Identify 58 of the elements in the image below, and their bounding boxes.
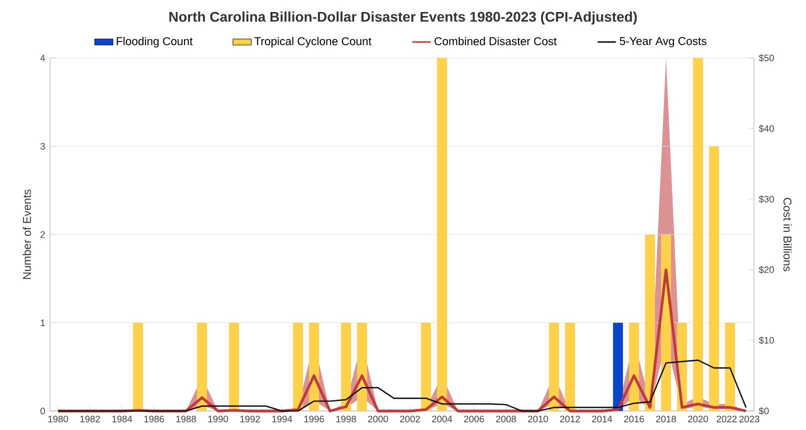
y2-tick-label: $0 xyxy=(758,407,769,415)
x-tick-label: 2020 xyxy=(688,416,708,422)
x-tick-label: 1984 xyxy=(112,416,132,422)
x-tick-label: 2000 xyxy=(368,416,388,422)
bar xyxy=(133,322,143,412)
bar xyxy=(421,322,431,412)
bar xyxy=(725,322,735,412)
x-tick-label: 1996 xyxy=(304,416,324,422)
y-tick-label: 4 xyxy=(40,54,46,62)
bar xyxy=(549,322,559,412)
x-tick-label: 2002 xyxy=(400,416,420,422)
x-tick-label: 2014 xyxy=(592,416,612,422)
bar xyxy=(629,322,639,412)
x-tick-label: 2022 xyxy=(716,416,737,422)
x-tick-label: 1986 xyxy=(144,416,164,422)
y2-tick-label: $20 xyxy=(758,266,774,274)
bar xyxy=(709,146,719,412)
x-tick-label: 1988 xyxy=(176,416,196,422)
x-tick-label: 2004 xyxy=(432,416,452,422)
legend-label: Combined Disaster Cost xyxy=(434,36,557,46)
y2-tick-label: $40 xyxy=(758,124,774,132)
legend-label: 5-Year Avg Costs xyxy=(620,37,706,48)
bar xyxy=(293,322,303,412)
y2-tick-label: $30 xyxy=(758,195,774,203)
bar xyxy=(309,322,319,412)
y2-tick-label: $10 xyxy=(758,336,774,344)
x-tick-label: 2016 xyxy=(624,416,644,422)
bar xyxy=(645,234,655,412)
x-tick-label: 2010 xyxy=(528,416,548,422)
bar xyxy=(197,322,207,412)
bar xyxy=(693,58,703,412)
x-tick-label: 1992 xyxy=(240,416,260,422)
bar xyxy=(357,322,367,412)
bar xyxy=(613,322,623,412)
bar xyxy=(229,322,239,412)
bar xyxy=(565,322,575,412)
x-tick-label: 2006 xyxy=(464,416,484,422)
bar xyxy=(341,322,351,412)
x-tick-label: 1980 xyxy=(48,416,68,422)
x-tick-label: 1994 xyxy=(272,416,292,422)
x-tick-label: 2008 xyxy=(496,416,516,422)
x-tick-label: 2012 xyxy=(560,416,580,422)
y-tick-label: 2 xyxy=(40,231,45,238)
y-tick-label: 0 xyxy=(40,408,45,414)
y-tick-label: 3 xyxy=(40,142,45,150)
chart-title: North Carolina Billion-Dollar Disaster Events 1980-2023 (CPI-Adjusted) xyxy=(169,11,637,25)
x-tick-label: 2018 xyxy=(656,416,676,422)
x-tick-label: 2023 xyxy=(739,416,760,422)
x-tick-label: 1982 xyxy=(80,416,100,422)
y-tick-label: 1 xyxy=(40,320,45,326)
y2-axis-title: Cost in Billions xyxy=(783,198,792,272)
y-axis-title: Number of Events xyxy=(22,190,31,279)
y2-tick-label: $50 xyxy=(758,54,774,62)
x-tick-label: 1990 xyxy=(208,416,228,422)
legend-label: Tropical Cyclone Count xyxy=(254,36,372,48)
legend-label: Flooding Count xyxy=(116,36,193,48)
bar xyxy=(437,58,447,412)
x-tick-label: 1998 xyxy=(336,416,356,422)
